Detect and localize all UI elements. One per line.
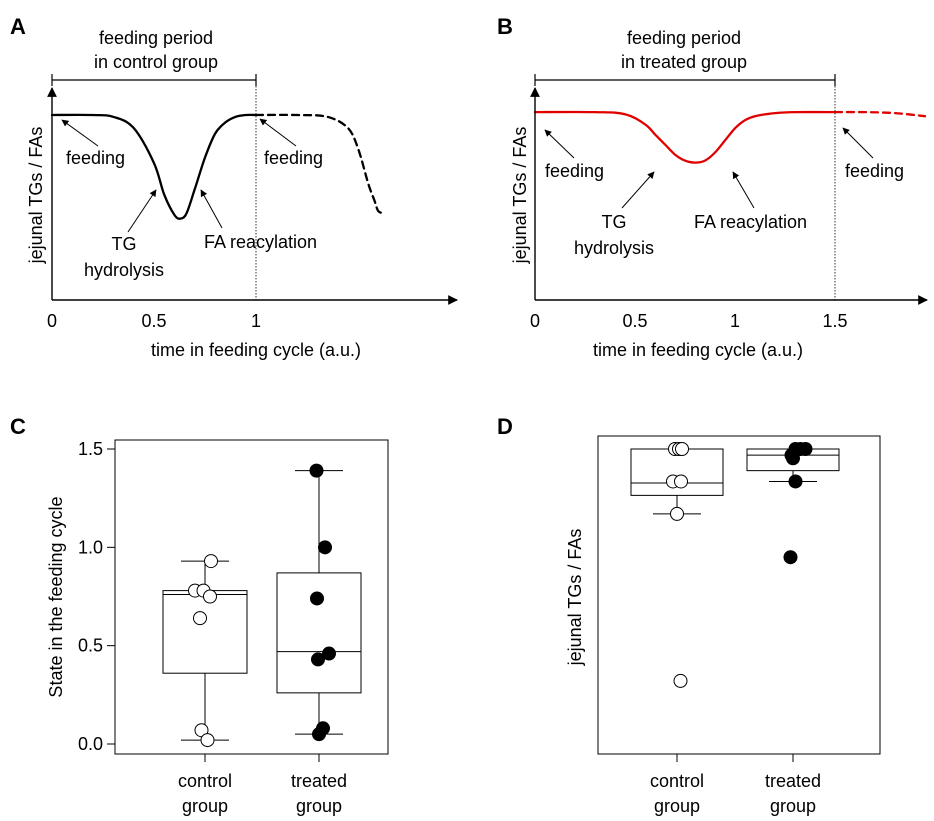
panel-d-ylabel: jejunal TGs / FAs xyxy=(565,529,585,667)
panel-a-period-label-line1: feeding period xyxy=(99,28,213,48)
panel-c-treated-box xyxy=(276,572,362,694)
panel-c-control-point xyxy=(200,733,215,748)
panel-c-ytick-label: 0.5 xyxy=(78,636,103,656)
panel-a-ylabel: jejunal TGs / FAs xyxy=(26,127,46,265)
panel-d: D jejunal TGs / FAs control group treate… xyxy=(497,414,881,816)
panel-a-arrow-feeding-left xyxy=(61,119,99,147)
panel-b-annot-fa: FA reacylation xyxy=(694,212,807,232)
panel-c-ytick-label: 1.5 xyxy=(78,439,103,459)
panel-label-a: A xyxy=(10,14,26,39)
panel-d-control-point xyxy=(674,474,688,489)
panel-d-treated-point xyxy=(783,550,798,565)
panel-b-xtick-label: 0 xyxy=(530,311,540,331)
panel-b-xlabel: time in feeding cycle (a.u.) xyxy=(593,340,803,360)
panel-b-arrow-fa xyxy=(732,171,755,209)
panel-d-treated-point xyxy=(786,451,800,466)
panel-a-period-label-line2: in control group xyxy=(94,52,218,72)
panel-c-plot-area xyxy=(162,463,362,748)
panel-c-treated-point xyxy=(312,727,326,742)
panel-d-control-point xyxy=(670,506,684,521)
panel-d-xlabel-treated-line2: group xyxy=(770,796,816,816)
panel-a-x-ticks: 0 0.5 1 xyxy=(47,311,261,331)
panel-c-control-point xyxy=(193,611,207,626)
panel-d-control-point xyxy=(675,442,689,456)
panel-b-xtick-label: 1.5 xyxy=(822,311,847,331)
panel-c-treated-point xyxy=(309,463,324,478)
panel-d-treated-point xyxy=(798,442,813,456)
panel-b-xtick-label: 1 xyxy=(730,311,740,331)
panel-c-treated-point xyxy=(322,646,336,661)
panel-label-c: C xyxy=(10,414,26,439)
panel-d-plot-area xyxy=(630,442,840,688)
panel-a-annot-tg-line1: TG xyxy=(112,234,137,254)
panel-a-series-solid xyxy=(50,113,258,220)
panel-a-xlabel: time in feeding cycle (a.u.) xyxy=(151,340,361,360)
panel-b-ylabel: jejunal TGs / FAs xyxy=(510,127,530,265)
panel-c-frame xyxy=(114,439,389,755)
panel-c-control-point xyxy=(204,554,218,569)
panel-a-plot-area xyxy=(50,113,386,220)
panel-label-b: B xyxy=(497,14,513,39)
panel-c-y-ticks: 0.0 0.5 1.0 1.5 xyxy=(78,439,115,754)
panel-label-d: D xyxy=(497,414,513,439)
panel-a: A feeding period in control group jejuna… xyxy=(10,14,458,360)
panel-b-annot-feeding-right: feeding xyxy=(845,161,904,181)
panel-c-control-box xyxy=(162,590,248,674)
panel-b-period-label-line1: feeding period xyxy=(627,28,741,48)
panel-c-treated-point xyxy=(310,591,324,606)
panel-b-arrow-tg xyxy=(621,171,655,209)
panel-c: C 0.0 0.5 1.0 1.5 State in the feeding cycl… xyxy=(10,414,389,816)
panel-b-arrow-feeding-left xyxy=(544,129,575,159)
panel-a-annot-feeding-right: feeding xyxy=(264,148,323,168)
panel-b-xtick-label: 0.5 xyxy=(622,311,647,331)
panel-a-annot-fa: FA reacylation xyxy=(204,232,317,252)
panel-c-control-point xyxy=(203,589,217,604)
panel-d-xlabel-control-line2: group xyxy=(654,796,700,816)
panel-b-annot-tg-line1: TG xyxy=(602,212,627,232)
panel-c-treated-point xyxy=(311,652,325,667)
panel-b-series-dashed xyxy=(833,110,927,118)
panel-a-annot-feeding-left: feeding xyxy=(66,148,125,168)
panel-a-annot-tg-line2: hydrolysis xyxy=(84,260,164,280)
panel-b-arrow-feeding-right xyxy=(842,127,874,159)
panel-d-xlabel-treated-line1: treated xyxy=(765,771,821,791)
panel-a-xtick-label: 0.5 xyxy=(141,311,166,331)
panel-a-series-dashed xyxy=(254,113,386,215)
panel-b-x-ticks: 0 0.5 1 1.5 xyxy=(530,311,848,331)
panel-c-treated-point xyxy=(318,540,332,555)
panel-b-annot-feeding-left: feeding xyxy=(545,161,604,181)
panel-b-plot-area xyxy=(533,110,927,164)
panel-d-control-box xyxy=(630,448,724,496)
panel-c-xlabel-treated-line2: group xyxy=(296,796,342,816)
panel-d-treated-point xyxy=(788,474,803,489)
panel-a-arrow-feeding-right xyxy=(259,118,297,147)
panel-c-xlabel-control-line2: group xyxy=(182,796,228,816)
panel-b: B feeding period in treated group jejuna… xyxy=(497,14,928,360)
panel-d-control-point xyxy=(673,673,688,688)
panel-d-frame xyxy=(597,435,881,755)
panel-c-ytick-label: 0.0 xyxy=(78,734,103,754)
panel-a-arrow-tg xyxy=(127,189,157,233)
panel-d-xlabel-control-line1: control xyxy=(650,771,704,791)
panel-b-annot-tg-line2: hydrolysis xyxy=(574,238,654,258)
panel-a-arrow-fa xyxy=(200,189,223,229)
panel-b-series-solid xyxy=(533,110,837,164)
panel-c-ylabel: State in the feeding cycle xyxy=(46,496,66,697)
panel-c-xlabel-control-line1: control xyxy=(178,771,232,791)
panel-a-xtick-label: 0 xyxy=(47,311,57,331)
panel-c-ytick-label: 1.0 xyxy=(78,537,103,557)
panel-b-period-label-line2: in treated group xyxy=(621,52,747,72)
panel-a-xtick-label: 1 xyxy=(251,311,261,331)
panel-c-xlabel-treated-line1: treated xyxy=(291,771,347,791)
